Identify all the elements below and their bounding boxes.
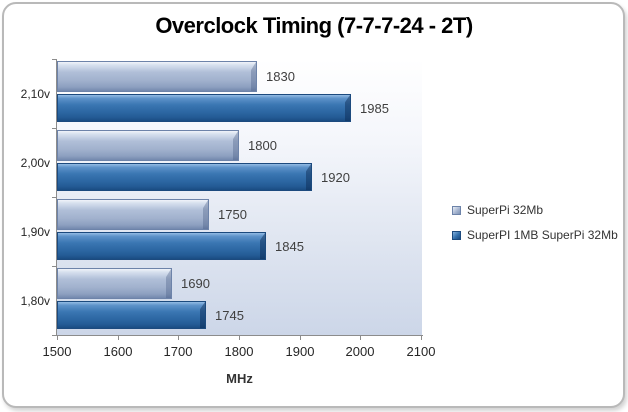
x-axis-tick-label: 2100 [406, 344, 436, 359]
y-axis-label: 2,00v [20, 155, 50, 170]
x-axis-tick-label: 1900 [285, 344, 315, 359]
legend-marker-icon [452, 205, 461, 215]
category-row: 1750 1845 [57, 197, 422, 266]
y-axis-label: 1,80v [20, 293, 50, 308]
x-axis-tick-label: 2000 [345, 344, 375, 359]
bar-value-label: 1800 [248, 138, 277, 153]
x-axis-tick [118, 336, 119, 340]
legend-marker-icon [452, 230, 461, 240]
bar-1_80v-series0 [57, 268, 172, 299]
bar-value-label: 1745 [215, 307, 244, 323]
legend-item: SuperPI 1MB SuperPi 32Mb [452, 228, 618, 242]
bar-value-label: 1845 [275, 238, 304, 254]
bar-value-label: 1985 [360, 100, 389, 116]
y-axis-tick [52, 335, 57, 336]
x-axis-line [52, 335, 423, 336]
x-axis-tick-label: 1700 [163, 344, 193, 359]
x-axis-tick [239, 336, 240, 340]
legend-item: SuperPi 32Mb [452, 203, 618, 217]
category-row: 1800 1920 [57, 128, 422, 197]
x-axis-tick-label: 1800 [224, 344, 254, 359]
y-axis-tick [52, 266, 57, 267]
x-axis-tick-label: 1600 [103, 344, 133, 359]
bar-2_10v-series1 [57, 94, 351, 122]
legend-label: SuperPi 32Mb [467, 203, 544, 217]
bar-1_80v-series1 [57, 301, 206, 329]
bar-2_00v-series1 [57, 163, 312, 191]
chart-title: Overclock Timing (7-7-7-24 - 2T) [155, 13, 473, 38]
x-axis-tick [178, 336, 179, 340]
bar-value-label: 1750 [218, 207, 247, 222]
bar-value-label: 1920 [321, 169, 350, 185]
y-axis-tick [52, 59, 57, 60]
bar-value-label: 1690 [181, 276, 210, 291]
bar-value-label: 1830 [266, 69, 295, 84]
x-axis-tick [57, 336, 58, 340]
x-axis-title: MHz [226, 371, 253, 386]
legend-label: SuperPI 1MB SuperPi 32Mb [467, 228, 618, 242]
legend: SuperPi 32Mb SuperPI 1MB SuperPi 32Mb [452, 203, 618, 253]
bar-2_10v-series0 [57, 61, 257, 92]
x-axis-tick [300, 336, 301, 340]
y-axis-label: 2,10v [20, 86, 50, 101]
bar-2_00v-series0 [57, 130, 239, 161]
x-axis-tick-label: 1500 [42, 344, 72, 359]
bar-1_90v-series1 [57, 232, 266, 260]
bar-1_90v-series0 [57, 199, 209, 230]
category-row: 1830 1985 [57, 59, 422, 128]
y-axis-tick [52, 197, 57, 198]
y-axis-tick [52, 128, 57, 129]
category-row: 1690 1745 [57, 266, 422, 335]
x-axis-tick [360, 336, 361, 340]
y-axis-label: 1,90v [20, 224, 50, 239]
x-axis-tick [421, 336, 422, 340]
